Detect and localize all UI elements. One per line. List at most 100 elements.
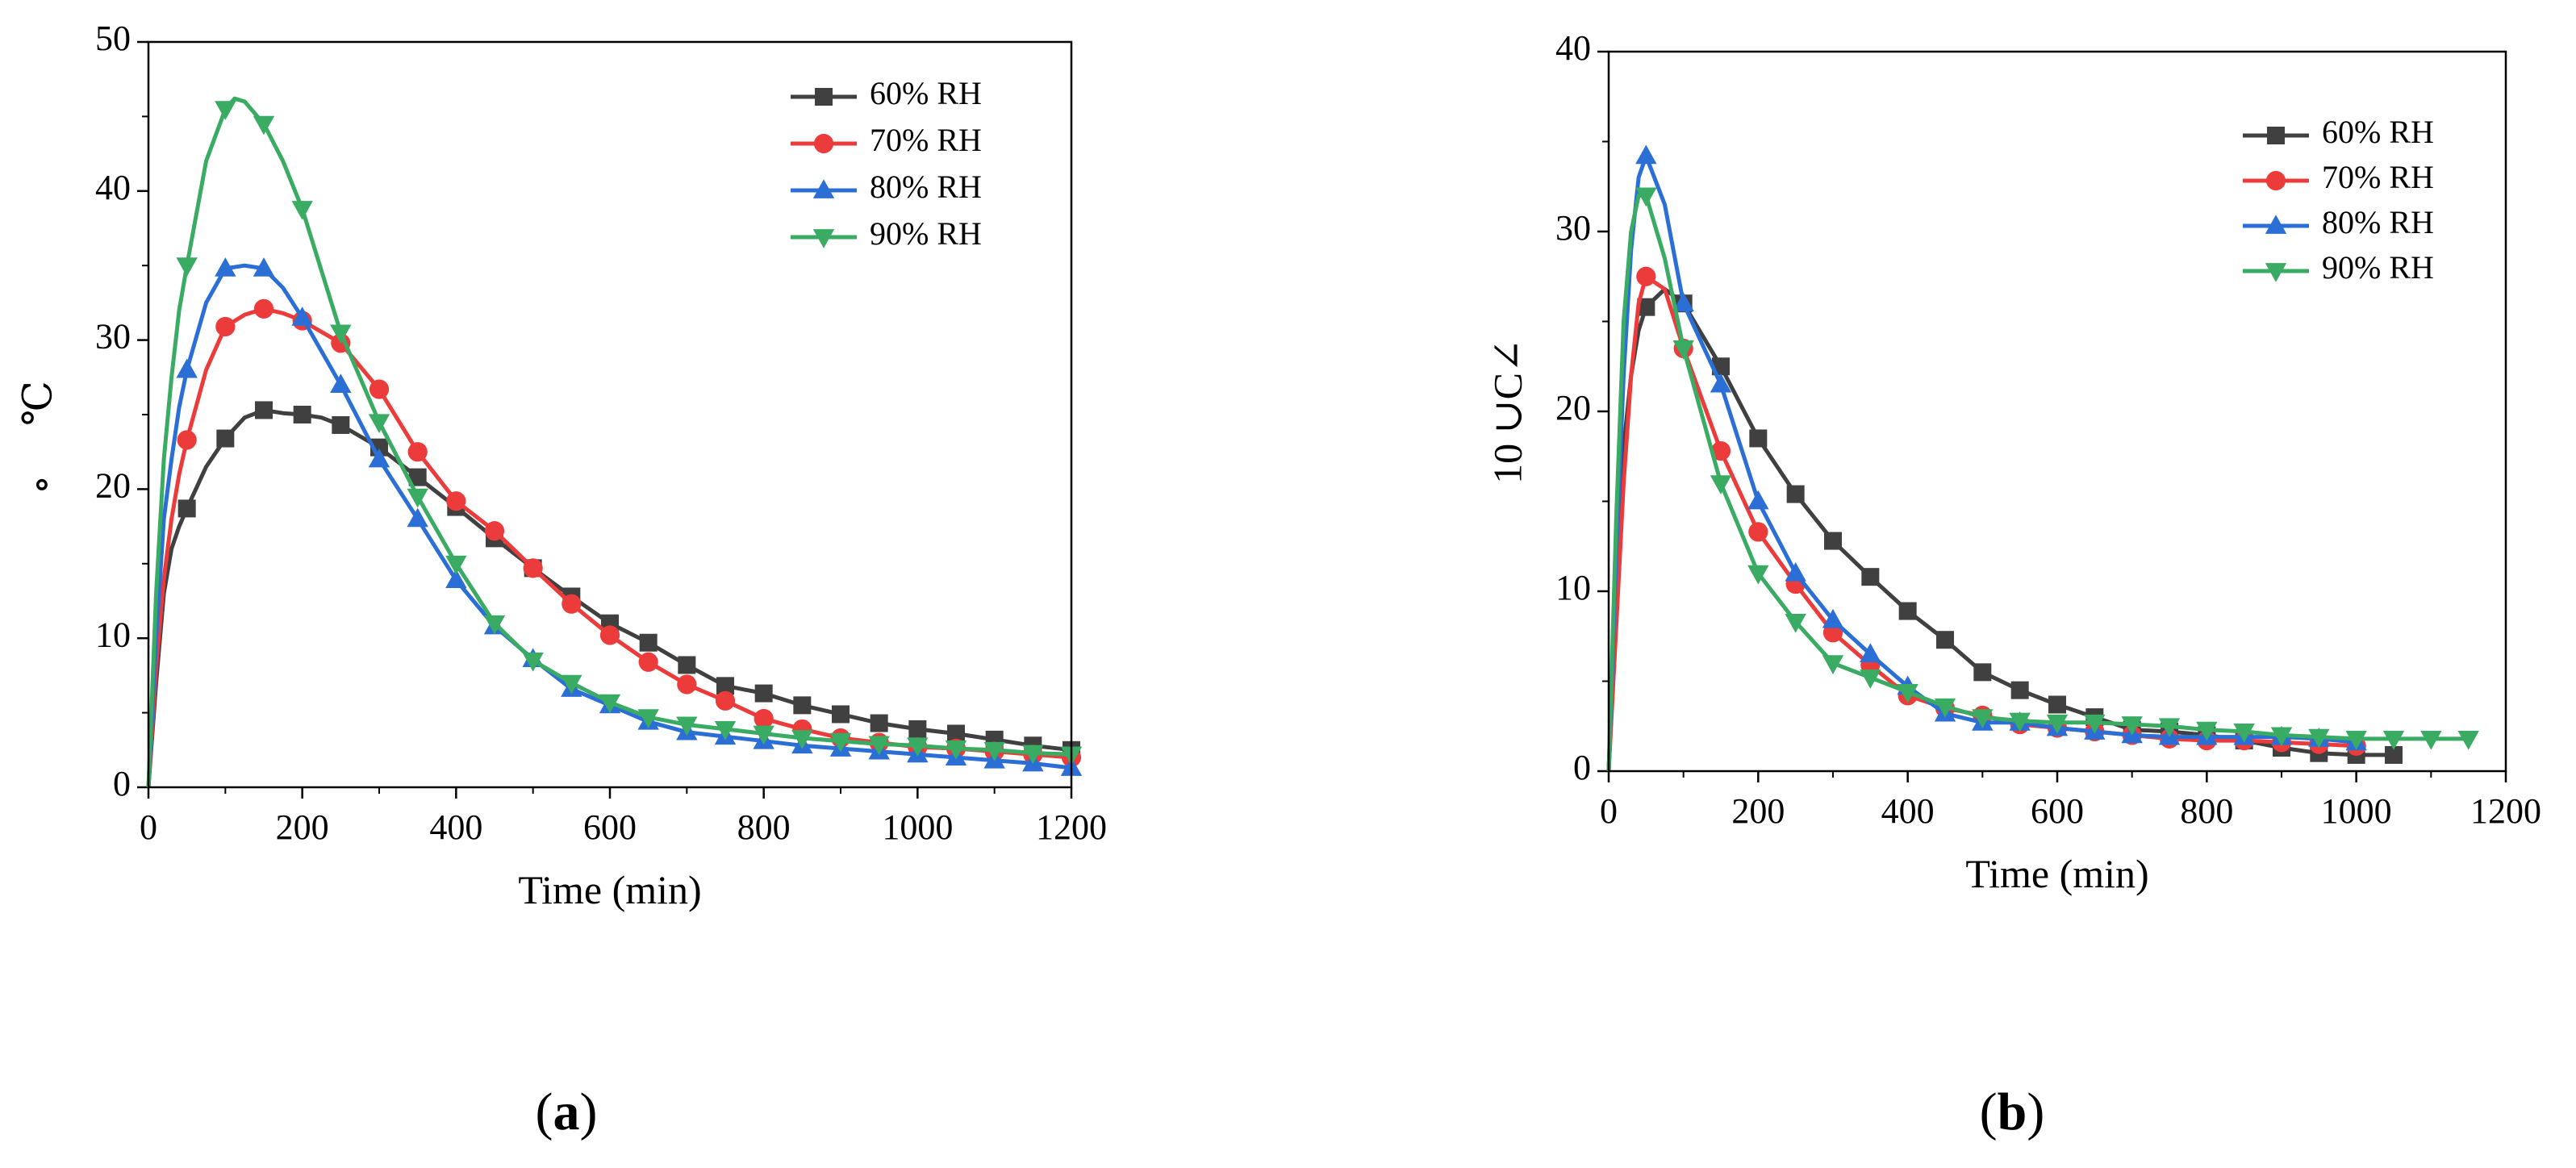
legend-label: 80% RH: [870, 169, 982, 205]
data-point: [561, 674, 582, 695]
y-tick-label: 20: [95, 465, 131, 505]
data-point: [1824, 532, 1842, 550]
series-70-rh: [1606, 266, 2366, 772]
y-axis-extra-symbol: ∘: [32, 461, 52, 506]
data-point: [1748, 522, 1768, 542]
series-60-rh: [1606, 286, 2403, 772]
data-point: [177, 430, 197, 450]
panel-label-b-text: (b): [1980, 1082, 2045, 1141]
data-point: [677, 674, 697, 695]
data-point: [1860, 670, 1881, 689]
x-tick-label: 600: [583, 807, 637, 847]
x-tick-label: 800: [737, 807, 791, 847]
data-point: [1637, 298, 1655, 316]
data-point: [253, 298, 274, 319]
y-tick-label: 40: [1555, 28, 1591, 68]
y-tick-label: 50: [95, 19, 131, 58]
data-point: [1898, 602, 1917, 620]
data-point: [2457, 730, 2479, 750]
data-point: [1934, 698, 1956, 718]
tick-group: 0 200 400 600 800 1000 1200 0 10 20 30 40 50: [95, 19, 1107, 847]
data-point: [870, 714, 888, 732]
x-tick-label: 0: [1600, 791, 1618, 831]
data-point: [832, 705, 850, 724]
data-point: [1747, 565, 1769, 585]
panel-label-paren: ): [2027, 1082, 2044, 1141]
data-point: [638, 652, 658, 672]
data-point: [2046, 714, 2069, 734]
data-point: [215, 101, 236, 120]
data-point: [1897, 683, 1918, 703]
legend-marker: [2265, 263, 2287, 282]
data-point: [1710, 440, 1731, 461]
series-line: [1606, 153, 2357, 772]
data-point: [177, 499, 196, 518]
data-point: [368, 448, 390, 468]
data-point: [523, 558, 543, 578]
data-point: [255, 401, 273, 419]
data-point: [407, 488, 428, 508]
panel-label-b: (b): [1980, 1082, 2045, 1141]
legend-marker: [2265, 170, 2286, 191]
data-point: [1672, 340, 1694, 360]
data-point: [291, 307, 313, 326]
data-point: [599, 625, 620, 645]
data-point: [947, 724, 965, 743]
data-point: [753, 725, 774, 745]
y-axis-title: ∘ ℃: [15, 381, 60, 506]
legend-label: 60% RH: [2322, 114, 2434, 150]
data-point: [676, 716, 698, 736]
x-tick-label: 1200: [2470, 791, 2541, 831]
data-point: [332, 415, 350, 434]
data-point: [2270, 727, 2293, 747]
x-axis-label: Time (min): [518, 867, 701, 912]
data-point: [907, 737, 929, 757]
legend-marker: [2265, 215, 2287, 234]
panel-label-a-text: (a): [536, 1082, 598, 1141]
data-point: [2308, 728, 2330, 749]
data-point: [291, 201, 313, 220]
data-point: [678, 656, 696, 674]
series-80-rh: [146, 257, 1083, 788]
plot-frame: [1607, 50, 2507, 773]
x-tick-label: 200: [276, 807, 329, 847]
data-point: [714, 721, 737, 740]
data-point: [754, 684, 773, 703]
y-axis-label: ℃: [15, 381, 60, 426]
data-point: [716, 677, 734, 695]
data-point: [408, 468, 427, 486]
data-point: [2084, 714, 2106, 734]
data-point: [2345, 730, 2367, 750]
data-point: [1635, 144, 1657, 165]
data-point: [1861, 568, 1880, 586]
data-point: [2382, 730, 2405, 750]
data-point: [483, 615, 506, 635]
legend-marker: [815, 88, 833, 106]
data-point: [176, 257, 198, 277]
data-point: [215, 257, 236, 277]
data-point: [445, 555, 467, 575]
data-point: [1786, 485, 1805, 503]
data-point: [908, 720, 927, 738]
y-tick-label: 10: [1555, 568, 1591, 607]
x-tick-label: 1200: [1036, 807, 1107, 847]
data-point: [1785, 614, 1806, 633]
data-point: [715, 690, 736, 711]
series-70-rh: [146, 298, 1082, 788]
series-60-rh: [146, 401, 1080, 788]
series-line: [1606, 274, 2357, 772]
legend-marker: [812, 179, 835, 198]
data-point: [1785, 561, 1806, 582]
data-point: [2010, 681, 2029, 699]
legend-label: 70% RH: [870, 122, 982, 158]
data-point: [1710, 373, 1732, 393]
data-point: [2048, 695, 2066, 714]
data-point: [2233, 724, 2255, 743]
data-point: [216, 429, 235, 448]
legend-label: 90% RH: [2322, 249, 2434, 286]
x-tick-label: 1000: [882, 807, 953, 847]
data-point: [945, 740, 967, 760]
series-line: [146, 263, 1072, 788]
data-point: [330, 373, 352, 393]
series-line: [146, 307, 1072, 788]
